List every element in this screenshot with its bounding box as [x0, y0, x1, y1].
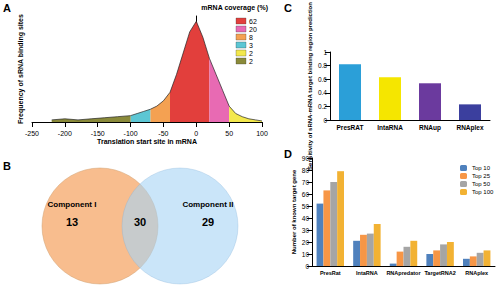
svg-text:-200: -200	[58, 130, 72, 137]
svg-text:Top 10: Top 10	[472, 165, 491, 171]
svg-text:-250: -250	[25, 130, 39, 137]
svg-text:40: 40	[302, 215, 310, 222]
svg-text:Component II: Component II	[182, 200, 233, 209]
svg-text:RNAup: RNAup	[419, 124, 441, 132]
svg-text:70: 70	[302, 179, 310, 186]
svg-text:8: 8	[249, 34, 253, 41]
svg-text:A: A	[3, 2, 11, 14]
svg-text:13: 13	[66, 216, 78, 228]
svg-text:Translation start site in mRNA: Translation start site in mRNA	[97, 138, 197, 145]
svg-text:50: 50	[302, 203, 310, 210]
svg-text:30: 30	[134, 216, 146, 228]
svg-text:IntaRNA: IntaRNA	[377, 124, 403, 131]
svg-text:IntaRNA: IntaRNA	[356, 270, 378, 276]
svg-text:100: 100	[256, 130, 268, 137]
svg-text:1: 1	[323, 49, 327, 56]
svg-text:10: 10	[302, 251, 310, 258]
svg-text:20: 20	[249, 26, 257, 33]
svg-text:PresRAT: PresRAT	[337, 124, 364, 131]
svg-text:0.4: 0.4	[318, 89, 327, 96]
svg-text:80: 80	[302, 167, 310, 174]
svg-text:RNAplex: RNAplex	[456, 124, 483, 132]
svg-text:60: 60	[302, 191, 310, 198]
svg-text:-150: -150	[91, 130, 105, 137]
svg-text:-100: -100	[124, 130, 138, 137]
svg-text:0.8: 0.8	[318, 62, 327, 69]
svg-text:2: 2	[249, 58, 253, 65]
svg-text:TargetRNA2: TargetRNA2	[424, 270, 455, 276]
svg-text:RNApredator: RNApredator	[386, 270, 421, 276]
svg-text:Top 25: Top 25	[472, 173, 491, 179]
svg-text:0: 0	[305, 263, 309, 270]
svg-text:Top 50: Top 50	[472, 181, 491, 187]
svg-text:2: 2	[249, 50, 253, 57]
svg-text:RNAplex: RNAplex	[465, 270, 489, 276]
svg-text:mRNA coverage (%): mRNA coverage (%)	[201, 4, 268, 12]
svg-text:Number of known target gene: Number of known target gene	[291, 169, 297, 254]
svg-text:PresRat: PresRat	[320, 270, 341, 276]
svg-text:3: 3	[249, 42, 253, 49]
svg-text:90: 90	[302, 155, 310, 162]
svg-text:0.6: 0.6	[318, 76, 327, 83]
svg-text:B: B	[3, 160, 11, 172]
svg-text:Frequency of sRNA binding site: Frequency of sRNA binding sites	[17, 14, 25, 124]
svg-text:Sensitivity of sRNA-mRNA targe: Sensitivity of sRNA-mRNA target binding …	[307, 2, 313, 170]
svg-text:50: 50	[225, 130, 233, 137]
svg-text:Component I: Component I	[48, 200, 97, 209]
svg-text:30: 30	[302, 227, 310, 234]
svg-text:20: 20	[302, 239, 310, 246]
svg-text:62: 62	[249, 18, 257, 25]
svg-text:D: D	[284, 148, 292, 160]
svg-text:-50: -50	[158, 130, 168, 137]
svg-text:29: 29	[202, 216, 214, 228]
svg-text:0: 0	[194, 130, 198, 137]
svg-text:C: C	[284, 2, 292, 14]
svg-text:0.2: 0.2	[318, 103, 327, 110]
svg-text:0: 0	[323, 117, 327, 124]
svg-text:Top 100: Top 100	[472, 189, 494, 195]
